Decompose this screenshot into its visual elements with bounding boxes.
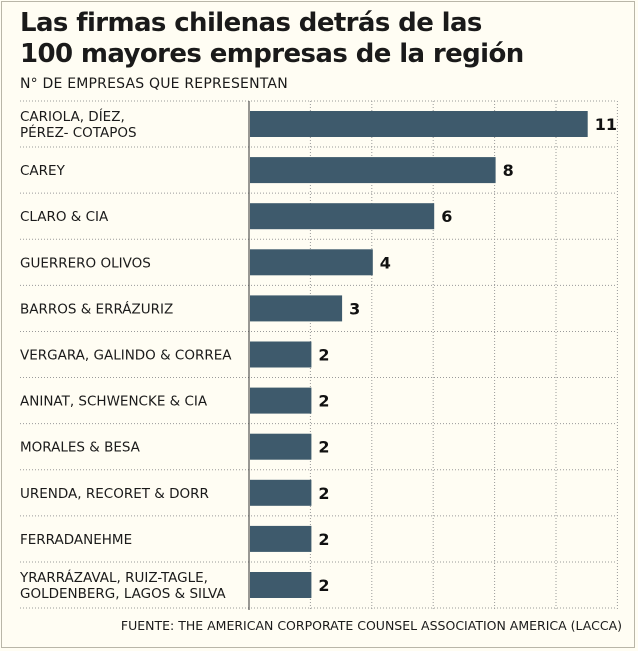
bar-value-label: 2 <box>318 484 329 503</box>
bar <box>250 479 312 506</box>
category-label: VERGARA, GALINDO & CORREA <box>20 348 232 364</box>
category-label: URENDA, RECORET & DORR <box>20 486 209 502</box>
category-label-line: FERRADANEHME <box>20 532 132 548</box>
bar-value-label: 8 <box>503 161 514 180</box>
category-label: CLARO & CIA <box>20 209 109 225</box>
bar-value-label: 11 <box>595 115 617 134</box>
category-label: BARROS & ERRÁZURIZ <box>20 300 173 317</box>
chart-subtitle: N° DE EMPRESAS QUE REPRESENTAN <box>20 76 288 92</box>
bar <box>250 572 312 598</box>
bar-value-label: 2 <box>318 392 329 411</box>
category-label-line: GOLDENBERG, LAGOS & SILVA <box>20 586 226 602</box>
category-label-line: GUERRERO OLIVOS <box>20 255 151 271</box>
category-label: YRARRÁZAVAL, RUIZ-TAGLE, GOLDENBERG, LAGO… <box>19 569 226 602</box>
chart-title: Las firmas chilenas detrás de las 100 ma… <box>20 8 620 70</box>
bar-value-label: 6 <box>441 207 452 226</box>
bar <box>250 111 588 137</box>
bar-value-label: 2 <box>318 530 329 549</box>
bar <box>250 295 343 322</box>
category-label-line: ANINAT, SCHWENCKE & CIA <box>20 394 208 410</box>
category-label-line: CAREY <box>20 163 66 179</box>
category-label: ANINAT, SCHWENCKE & CIA <box>20 394 208 410</box>
bar <box>250 203 435 230</box>
category-label-line: VERGARA, GALINDO & CORREA <box>20 348 232 364</box>
category-label: FERRADANEHME <box>20 532 132 548</box>
category-label: MORALES & BESA <box>20 440 141 456</box>
category-label-line: CARIOLA, DÍEZ, <box>20 108 125 125</box>
bar-value-label: 2 <box>318 438 329 457</box>
category-label: CAREY <box>20 163 66 179</box>
bar <box>250 249 373 276</box>
category-label: CARIOLA, DÍEZ, PÉREZ- COTAPOS <box>20 108 137 141</box>
bar <box>250 387 312 414</box>
category-label-line: PÉREZ- COTAPOS <box>20 124 137 141</box>
category-label-line: YRARRÁZAVAL, RUIZ-TAGLE, <box>19 569 208 586</box>
category-label-line: BARROS & ERRÁZURIZ <box>20 300 173 317</box>
bar <box>250 341 312 368</box>
title-line-2: 100 mayores empresas de la región <box>20 39 524 69</box>
source-note: FUENTE: THE AMERICAN CORPORATE COUNSEL A… <box>120 618 622 633</box>
bar-value-label: 2 <box>318 576 329 595</box>
category-label: GUERRERO OLIVOS <box>20 255 151 271</box>
title-line-1: Las firmas chilenas detrás de las <box>20 8 482 38</box>
bar <box>250 433 312 460</box>
category-label-line: MORALES & BESA <box>20 440 141 456</box>
bar-value-label: 4 <box>380 253 391 272</box>
bar <box>250 525 312 552</box>
bar-value-label: 3 <box>349 299 360 318</box>
bar-value-label: 2 <box>318 346 329 365</box>
bar <box>250 157 496 184</box>
category-label-line: URENDA, RECORET & DORR <box>20 486 209 502</box>
category-label-line: CLARO & CIA <box>20 209 109 225</box>
